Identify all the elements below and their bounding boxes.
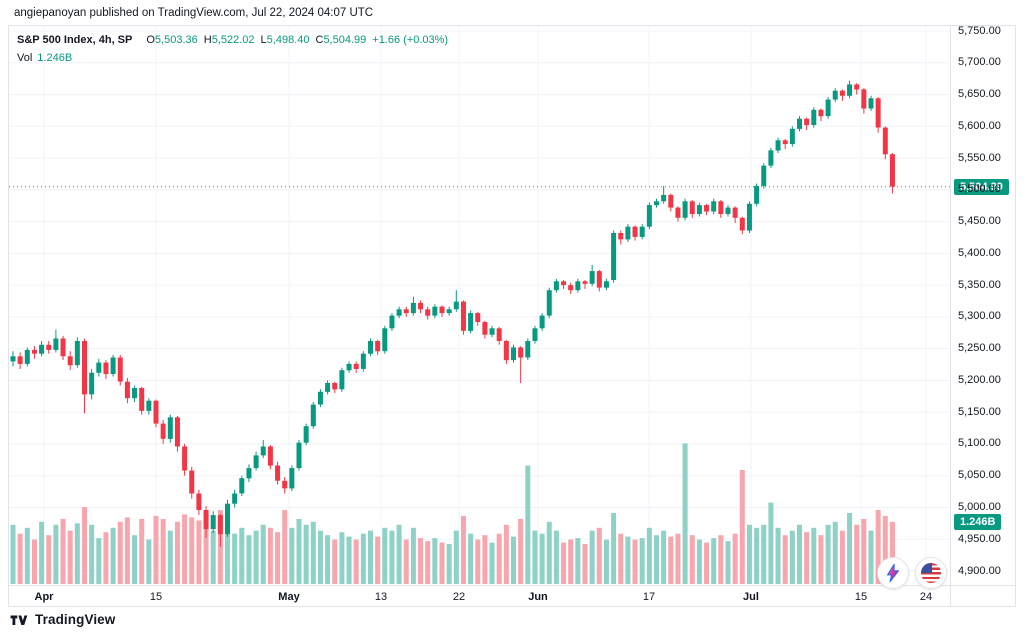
time-axis-label: 17 xyxy=(642,591,656,603)
flag-canton xyxy=(921,563,932,573)
candlestick-svg xyxy=(9,26,950,585)
price-axis-label: 5,150.00 xyxy=(958,405,1001,418)
high-value: 5,522.02 xyxy=(211,34,255,46)
tradingview-brand-text[interactable]: TradingView xyxy=(35,612,116,627)
price-axis-label: 5,050.00 xyxy=(958,469,1001,482)
open-value: 5,503.36 xyxy=(154,34,198,46)
close-value: 5,504.99 xyxy=(323,34,367,46)
time-axis-label: May xyxy=(278,591,300,603)
time-axis-label: 15 xyxy=(149,591,163,603)
low-value: 5,498.40 xyxy=(266,34,310,46)
change-value: +1.66 (+0.03%) xyxy=(372,34,449,46)
attribution-text: angiepanoyan published on TradingView.co… xyxy=(14,7,374,19)
legend-ohlc-row: S&P 500 Index, 4h, SP O5,503.36 H5,522.02 L… xyxy=(17,31,448,49)
price-axis-label: 5,600.00 xyxy=(958,119,1001,132)
footer: TradingView xyxy=(10,612,115,627)
time-axis[interactable]: Apr 15 May 13 22 Jun 17 Jul 15 24 xyxy=(9,585,1015,606)
open-label: O xyxy=(146,34,155,46)
price-axis-label: 5,450.00 xyxy=(958,215,1001,228)
price-axis-label: 5,500.00 xyxy=(958,183,1001,196)
price-axis-label: 5,000.00 xyxy=(958,500,1001,513)
time-axis-label: 22 xyxy=(452,591,466,603)
price-axis-label: 5,400.00 xyxy=(958,246,1001,259)
low-label: L xyxy=(260,34,267,46)
price-axis-label: 5,250.00 xyxy=(958,342,1001,355)
time-axis-label: 24 xyxy=(919,591,933,603)
price-axis-label: 5,650.00 xyxy=(958,88,1001,101)
legend-volume-row: Vol 1.246B xyxy=(17,49,448,67)
time-axis-label: 15 xyxy=(854,591,868,603)
price-axis-separator xyxy=(950,26,951,606)
price-axis-label: 5,350.00 xyxy=(958,278,1001,291)
price-axis-label: 4,900.00 xyxy=(958,564,1001,577)
volume-badge: 1.246B xyxy=(954,513,1002,530)
price-axis-label: 5,700.00 xyxy=(958,56,1001,69)
price-axis-label: 5,300.00 xyxy=(958,310,1001,323)
volume-label: Vol xyxy=(17,52,33,64)
symbol-title[interactable]: S&P 500 Index, 4h, SP xyxy=(17,34,133,46)
price-axis-label: 5,100.00 xyxy=(958,437,1001,450)
time-axis-label: Jun xyxy=(528,591,548,603)
high-label: H xyxy=(203,34,212,46)
chart-container: S&P 500 Index, 4h, SP O5,503.36 H5,522.02 L… xyxy=(8,25,1016,607)
volume-value: 1.246B xyxy=(37,52,73,64)
price-axis-label: 5,750.00 xyxy=(958,24,1001,37)
time-axis-label: Jul xyxy=(743,591,759,603)
close-label: C xyxy=(315,34,324,46)
tradingview-logo-icon[interactable] xyxy=(10,613,29,627)
flash-reaction-icon[interactable] xyxy=(878,558,908,588)
lightning-bolt-icon xyxy=(886,563,900,583)
price-axis-label: 5,200.00 xyxy=(958,373,1001,386)
legend: S&P 500 Index, 4h, SP O5,503.36 H5,522.02 L… xyxy=(17,31,448,67)
flag-icon xyxy=(921,563,941,583)
price-axis[interactable]: 5,504.99 1.246B 5,750.00 5,700.00 5,650.00… xyxy=(951,24,1015,585)
price-axis-label: 5,550.00 xyxy=(958,151,1001,164)
flag-reaction-icon[interactable] xyxy=(916,558,946,588)
time-axis-label: 13 xyxy=(374,591,388,603)
price-axis-label: 4,950.00 xyxy=(958,532,1001,545)
last-price-badge: 5,504.99 xyxy=(954,178,1009,195)
candlestick-plot-area[interactable] xyxy=(9,26,950,585)
time-axis-label: Apr xyxy=(34,591,54,603)
